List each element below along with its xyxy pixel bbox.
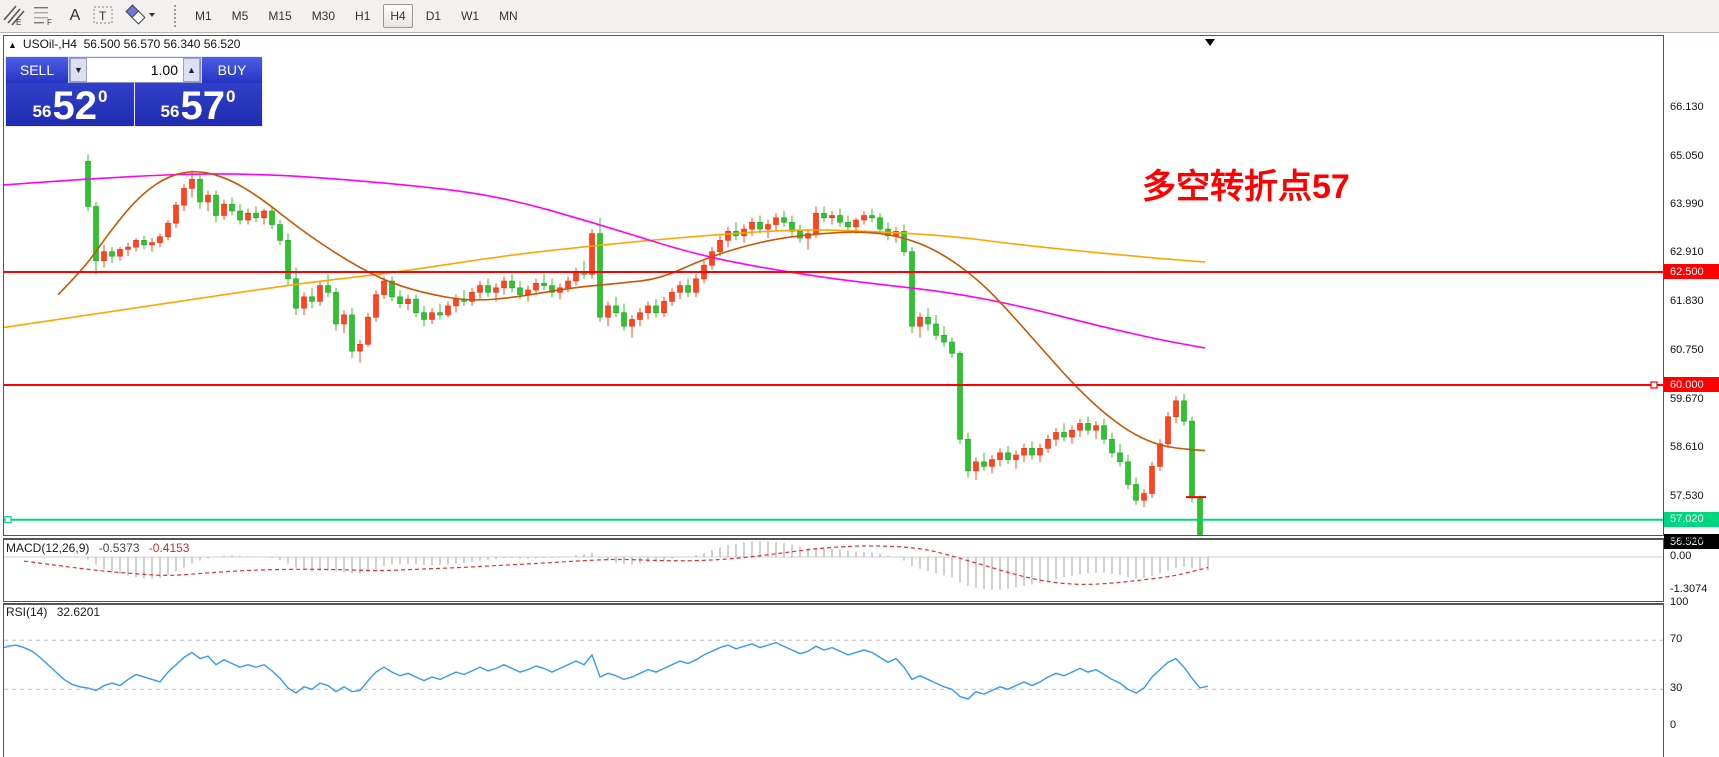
volume-decrease-button[interactable]: ▼ xyxy=(70,58,87,82)
macd-axis-label: -1.3074 xyxy=(1670,582,1708,595)
shapes-dropdown-icon[interactable] xyxy=(122,4,160,28)
price-tick-label: 57.530 xyxy=(1670,489,1704,502)
sell-price[interactable]: 56 52 0 xyxy=(32,83,108,128)
price-badge-56.520: 56.520 xyxy=(1664,534,1719,550)
toolbar-separator xyxy=(172,5,179,27)
rsi-label: RSI(14) 32.6201 xyxy=(6,605,101,619)
main-chart-panel[interactable] xyxy=(3,35,1664,536)
svg-text:T: T xyxy=(99,9,107,23)
volume-input[interactable]: 1.00 xyxy=(150,62,178,78)
timeframe-button-h1[interactable]: H1 xyxy=(355,9,371,23)
price-tick-label: 63.990 xyxy=(1670,197,1704,210)
price-tick-label: 58.610 xyxy=(1670,440,1704,453)
text-label-t-icon[interactable]: T xyxy=(92,4,118,28)
sell-button[interactable]: SELL xyxy=(6,57,69,83)
ma-slow-orange[interactable] xyxy=(4,229,1206,329)
price-tick-label: 62.910 xyxy=(1670,246,1704,259)
price-badge-62.500: 62.500 xyxy=(1664,264,1719,279)
price-tick-label: 61.830 xyxy=(1670,295,1704,308)
draw-channel-e-icon[interactable]: E xyxy=(2,4,28,28)
macd-panel[interactable] xyxy=(3,538,1664,602)
line-handle[interactable] xyxy=(1650,381,1658,389)
price-badge-60.000: 60.000 xyxy=(1664,377,1719,392)
svg-text:F: F xyxy=(47,18,52,26)
price-badge-57.020: 57.020 xyxy=(1664,511,1719,527)
svg-text:E: E xyxy=(16,18,21,26)
rsi-line xyxy=(4,641,1209,700)
ma-slow-magenta[interactable] xyxy=(4,173,1206,349)
rsi-axis-label: 100 xyxy=(1670,596,1689,609)
toolbar: E F A T M1 M xyxy=(0,0,1719,33)
volume-spinner: ▼ 1.00 ▲ xyxy=(69,57,201,83)
timeframe-button-m15[interactable]: M15 xyxy=(268,9,292,23)
price-axis-column: 66.130 65.050 63.990 62.910 61.830 60.750 59.6… xyxy=(1664,33,1719,757)
text-a-icon[interactable]: A xyxy=(69,7,81,24)
candlestick-chart xyxy=(4,39,1663,535)
timeframe-button-m30[interactable]: M30 xyxy=(311,9,336,23)
timeframe-button-w1[interactable]: W1 xyxy=(461,9,480,23)
rsi-axis-label: 70 xyxy=(1670,633,1683,646)
volume-increase-button[interactable]: ▲ xyxy=(183,58,200,82)
rsi-panel[interactable] xyxy=(3,603,1664,757)
timeframe-button-d1[interactable]: D1 xyxy=(425,9,442,23)
macd-signal-line xyxy=(23,545,1209,585)
timeframe-button-h4[interactable]: H4 xyxy=(383,4,413,28)
macd-chart xyxy=(4,540,1663,590)
symbol-ohlc: 56.500 56.570 56.340 56.520 xyxy=(83,37,241,51)
line-handle[interactable] xyxy=(4,516,12,524)
timeframe-button-m1[interactable]: M1 xyxy=(195,9,212,23)
rsi-chart xyxy=(4,639,1663,700)
chart-window: 66.130 65.050 63.990 62.910 61.830 60.750 59.6… xyxy=(0,33,1719,757)
timeframe-group: M1 M5 M15 M30 H1 H4 D1 W1 MN xyxy=(185,4,528,28)
symbol-name: USOil-,H4 xyxy=(22,37,77,51)
buy-button[interactable]: BUY xyxy=(201,57,262,83)
price-tick-label: 65.050 xyxy=(1670,149,1704,162)
rsi-axis-label: 30 xyxy=(1670,682,1683,695)
collapse-icon[interactable]: ▲ xyxy=(8,40,17,50)
price-divider xyxy=(134,83,135,128)
chart-shift-icon[interactable] xyxy=(1205,39,1215,46)
macd-axis-label: 0.6409 xyxy=(1670,533,1704,546)
chart-symbol-title: ▲ USOil-,H4 56.500 56.570 56.340 56.520 xyxy=(8,37,240,51)
one-click-trading-panel: SELL ▼ 1.00 ▲ BUY 56 52 0 56 57 0 xyxy=(5,56,263,128)
rsi-axis-label: 0 xyxy=(1670,719,1677,731)
price-tick-label: 66.130 xyxy=(1670,100,1704,113)
draw-grid-f-icon[interactable]: F xyxy=(32,4,58,28)
macd-axis-label: 0.00 xyxy=(1670,550,1692,562)
timeframe-button-m5[interactable]: M5 xyxy=(231,9,249,23)
buy-price[interactable]: 56 57 0 xyxy=(160,83,236,128)
timeframe-button-mn[interactable]: MN xyxy=(499,9,518,23)
macd-label: MACD(12,26,9) -0.5373 -0.4153 xyxy=(6,541,190,555)
ma-fast-chocolate[interactable] xyxy=(57,171,1206,452)
price-tick-label: 59.670 xyxy=(1670,392,1704,405)
price-tick-label: 60.750 xyxy=(1670,344,1704,357)
chart-text-annotation[interactable]: 多空转折点57 xyxy=(1142,168,1350,206)
